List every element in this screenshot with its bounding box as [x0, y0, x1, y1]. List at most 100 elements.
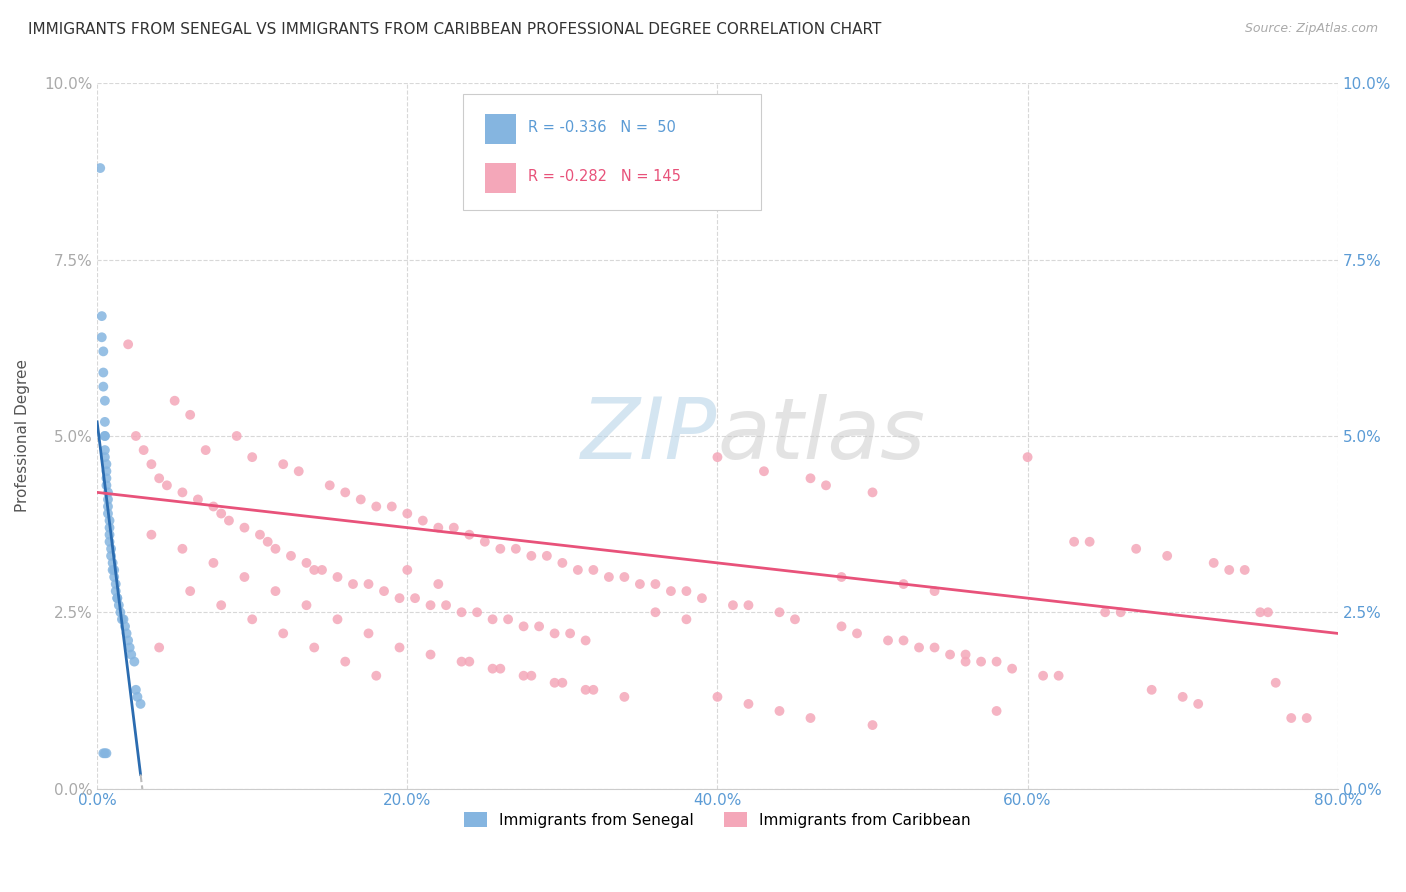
Point: [543, 626, 565, 640]
Point: [613, 570, 636, 584]
Point: [172, 541, 194, 556]
Point: [335, 485, 357, 500]
Point: [103, 563, 125, 577]
Point: [536, 549, 558, 563]
Point: [295, 598, 318, 612]
Point: [512, 619, 534, 633]
Point: [280, 549, 302, 563]
Point: [94, 746, 117, 760]
Point: [543, 675, 565, 690]
Point: [1249, 605, 1271, 619]
Point: [302, 640, 325, 655]
Point: [582, 682, 605, 697]
Point: [233, 570, 256, 584]
Point: [1109, 605, 1132, 619]
Point: [256, 534, 278, 549]
Point: [101, 556, 124, 570]
Point: [326, 612, 349, 626]
Point: [148, 640, 170, 655]
Text: Source: ZipAtlas.com: Source: ZipAtlas.com: [1244, 22, 1378, 36]
Point: [1094, 605, 1116, 619]
Point: [706, 690, 728, 704]
Point: [264, 541, 287, 556]
Point: [350, 492, 373, 507]
Point: [831, 619, 853, 633]
Point: [986, 655, 1008, 669]
Point: [768, 605, 790, 619]
Point: [97, 485, 120, 500]
Point: [924, 640, 946, 655]
Point: [831, 570, 853, 584]
Point: [117, 337, 139, 351]
Text: atlas: atlas: [717, 394, 925, 477]
Point: [388, 640, 411, 655]
Point: [218, 514, 240, 528]
Text: R = -0.282   N = 145: R = -0.282 N = 145: [527, 169, 681, 184]
Point: [474, 534, 496, 549]
Point: [381, 500, 404, 514]
Point: [862, 718, 884, 732]
Point: [141, 527, 163, 541]
Point: [124, 655, 146, 669]
Point: [94, 429, 117, 443]
Point: [96, 457, 118, 471]
Point: [97, 500, 120, 514]
Point: [396, 507, 419, 521]
Point: [659, 584, 682, 599]
Point: [1063, 534, 1085, 549]
Point: [799, 711, 821, 725]
Point: [271, 626, 294, 640]
Point: [98, 527, 121, 541]
Point: [489, 541, 512, 556]
Point: [644, 577, 666, 591]
Point: [908, 640, 931, 655]
Point: [114, 619, 136, 633]
Point: [520, 549, 543, 563]
Point: [458, 655, 481, 669]
Point: [877, 633, 900, 648]
Point: [1017, 450, 1039, 464]
Point: [225, 429, 247, 443]
Bar: [485, 114, 516, 144]
Point: [427, 521, 450, 535]
Point: [94, 443, 117, 458]
Point: [706, 450, 728, 464]
Point: [91, 344, 114, 359]
Point: [1032, 669, 1054, 683]
Point: [141, 457, 163, 471]
Point: [172, 485, 194, 500]
Point: [955, 655, 977, 669]
Point: [893, 577, 915, 591]
Point: [558, 626, 581, 640]
Point: [311, 563, 333, 577]
Point: [846, 626, 869, 640]
Point: [396, 563, 419, 577]
Point: [628, 577, 651, 591]
Point: [98, 521, 121, 535]
Point: [117, 633, 139, 648]
Point: [427, 577, 450, 591]
Point: [104, 577, 127, 591]
Point: [120, 648, 142, 662]
Point: [127, 690, 149, 704]
Point: [91, 379, 114, 393]
Point: [862, 485, 884, 500]
Point: [582, 563, 605, 577]
Point: [96, 746, 118, 760]
Point: [100, 541, 122, 556]
Point: [209, 598, 232, 612]
Point: [737, 697, 759, 711]
Point: [496, 612, 519, 626]
Point: [1001, 662, 1024, 676]
Point: [675, 612, 697, 626]
Point: [551, 556, 574, 570]
Point: [1264, 675, 1286, 690]
Point: [970, 655, 993, 669]
Legend: Immigrants from Senegal, Immigrants from Caribbean: Immigrants from Senegal, Immigrants from…: [458, 805, 977, 834]
Point: [202, 556, 225, 570]
Point: [249, 527, 271, 541]
Point: [90, 330, 112, 344]
Point: [357, 626, 380, 640]
Point: [1171, 690, 1194, 704]
Point: [233, 521, 256, 535]
